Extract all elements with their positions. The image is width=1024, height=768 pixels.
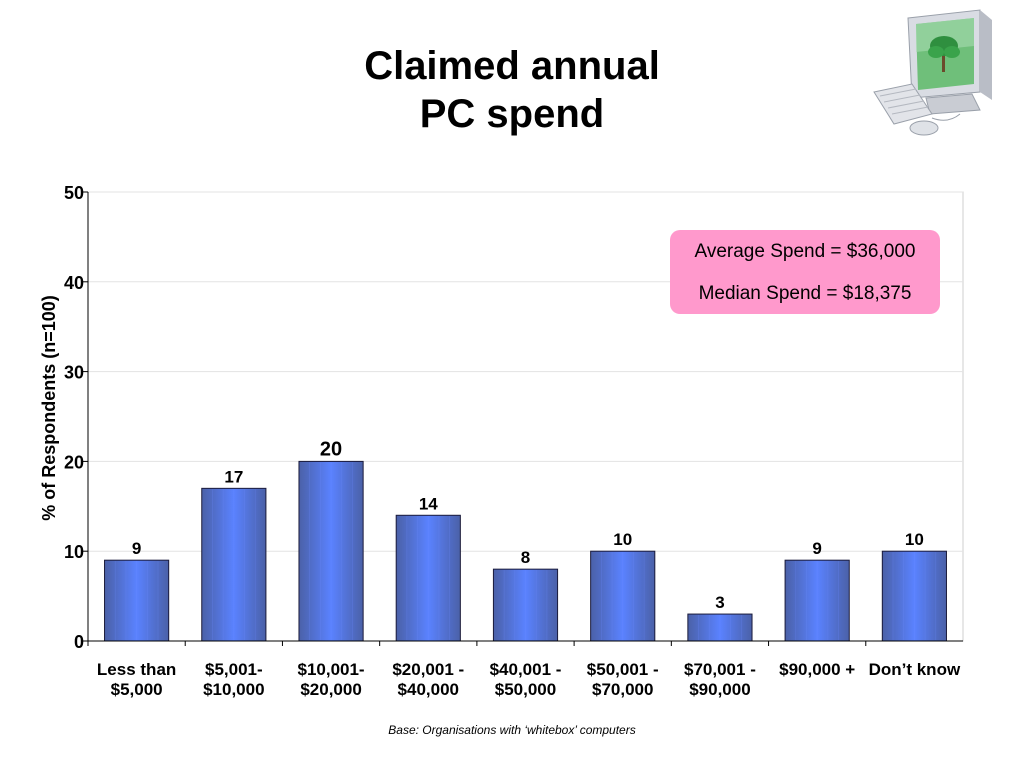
bar-value-label: 20 bbox=[320, 438, 342, 460]
average-spend-text: Average Spend = $36,000 bbox=[694, 241, 916, 262]
slide-title: Claimed annual PC spend bbox=[262, 42, 762, 138]
x-tick-label: $40,001 -$50,000 bbox=[490, 660, 562, 699]
y-tick-label: 40 bbox=[64, 273, 84, 293]
bar-value-label: 10 bbox=[905, 530, 924, 549]
x-tick-label: $70,001 -$90,000 bbox=[684, 660, 756, 699]
bar bbox=[201, 487, 267, 642]
x-tick-label: $50,001 -$70,000 bbox=[587, 660, 659, 699]
y-axis-label: % of Respondents (n=100) bbox=[39, 295, 59, 521]
labels: 0 10 20 30 40 50 9 Less than $5,000 17 $5,001-$10,… bbox=[64, 183, 961, 699]
x-tick-label: $90,000 + bbox=[779, 660, 855, 679]
computer-illustration-icon bbox=[873, 9, 992, 136]
bar-value-label: 9 bbox=[812, 539, 821, 558]
bar bbox=[395, 514, 461, 642]
x-tick-label: $10,001-$20,000 bbox=[297, 660, 364, 699]
bar-value-label: 14 bbox=[419, 494, 438, 513]
median-spend-text: Median Spend = $18,375 bbox=[698, 283, 912, 304]
title-line-1: Claimed annual bbox=[364, 44, 660, 88]
base-footnote: Base: Organisations with ‘whitebox’ comp… bbox=[388, 723, 636, 737]
bar-value-label: 10 bbox=[613, 530, 632, 549]
x-tick-label: Don’t know bbox=[869, 660, 961, 679]
bar bbox=[104, 559, 170, 642]
bar-chart: 0 10 20 30 40 50 9 Less than $5,000 17 $5,001-$10,… bbox=[39, 183, 964, 699]
bars bbox=[104, 460, 947, 642]
y-tick-label: 0 bbox=[74, 632, 84, 652]
y-tick-label: 50 bbox=[64, 183, 84, 203]
bar bbox=[687, 613, 753, 642]
axes bbox=[83, 191, 963, 646]
bar bbox=[590, 550, 656, 642]
y-tick-label: 20 bbox=[64, 452, 84, 472]
bar-value-label: 8 bbox=[521, 548, 530, 567]
x-tick-label: $5,001-$10,000 bbox=[203, 660, 264, 699]
spend-stats-callout: Average Spend = $36,000 Median Spend = $… bbox=[670, 230, 940, 314]
bar bbox=[298, 460, 364, 642]
x-tick-label: $20,001 -$40,000 bbox=[392, 660, 464, 699]
title-line-2: PC spend bbox=[419, 92, 605, 136]
y-tick-label: 30 bbox=[64, 363, 84, 383]
x-tick-label: Less than $5,000 bbox=[97, 660, 176, 699]
bar-value-label: 9 bbox=[132, 539, 141, 558]
bar bbox=[492, 568, 559, 642]
y-tick-label: 10 bbox=[64, 542, 84, 562]
bar bbox=[881, 550, 947, 642]
bar bbox=[784, 559, 850, 642]
bar-value-label: 17 bbox=[224, 467, 243, 486]
bar-value-label: 3 bbox=[715, 593, 724, 612]
